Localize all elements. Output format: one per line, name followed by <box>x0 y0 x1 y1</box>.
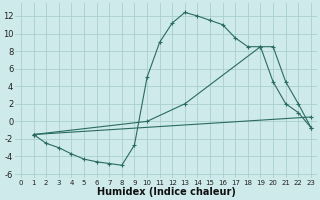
X-axis label: Humidex (Indice chaleur): Humidex (Indice chaleur) <box>97 187 236 197</box>
